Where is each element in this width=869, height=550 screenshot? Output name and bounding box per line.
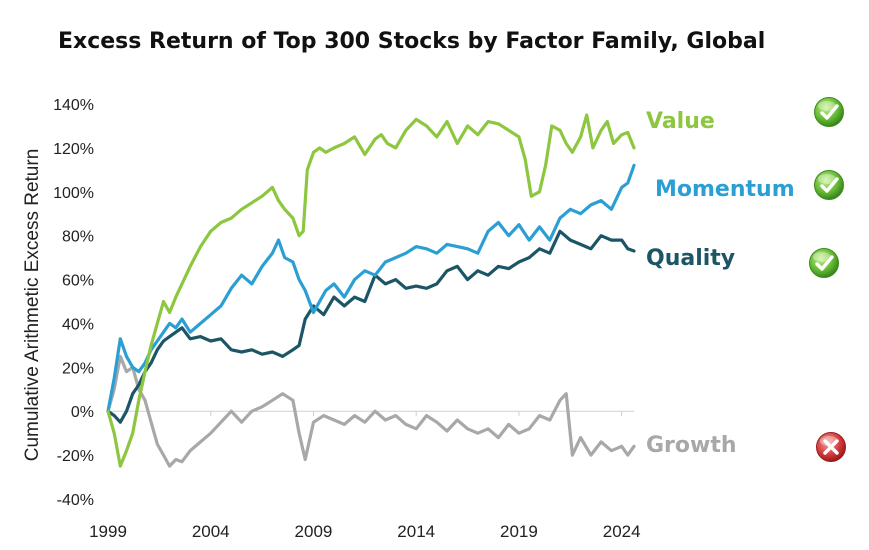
check-icon <box>809 248 839 278</box>
y-tick-label: 40% <box>62 316 94 333</box>
y-axis-label: Cumulative Arithmetic Excess Return <box>22 149 43 462</box>
y-tick-label: 20% <box>62 360 94 377</box>
x-tick-label: 2019 <box>500 522 538 541</box>
y-tick-label: 100% <box>53 185 94 202</box>
check-icon <box>814 170 844 200</box>
series-line-quality <box>106 229 636 424</box>
series-line-growth <box>106 354 636 468</box>
x-tick-label: 2009 <box>295 522 333 541</box>
y-tick-label: 80% <box>62 229 94 246</box>
chart-title: Excess Return of Top 300 Stocks by Facto… <box>58 29 765 54</box>
series-label-quality: Quality <box>646 246 735 271</box>
check-icon <box>814 97 844 127</box>
series-label-growth: Growth <box>646 433 737 458</box>
series-label-momentum: Momentum <box>655 177 795 202</box>
x-tick-label: 2024 <box>603 522 641 541</box>
y-tick-label: 60% <box>62 273 94 290</box>
x-tick-label: 1999 <box>89 522 127 541</box>
y-tick-label: 120% <box>53 141 94 158</box>
series-label-value: Value <box>646 109 715 134</box>
x-tick-label: 2004 <box>192 522 230 541</box>
x-tick-label: 2014 <box>397 522 435 541</box>
y-tick-label: 140% <box>53 97 94 114</box>
y-tick-label: -40% <box>57 492 94 509</box>
cross-icon <box>816 432 846 462</box>
series-line-value <box>106 113 636 468</box>
y-tick-label: -20% <box>57 448 94 465</box>
y-tick-label: 0% <box>71 404 94 421</box>
series-line-momentum <box>106 163 636 413</box>
